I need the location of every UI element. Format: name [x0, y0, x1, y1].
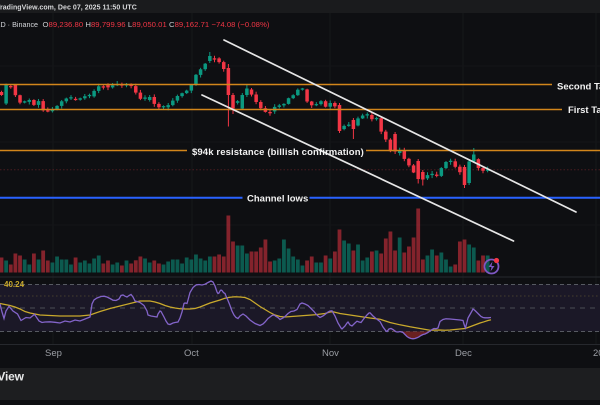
svg-text:First Target: First Target — [568, 105, 600, 116]
svg-text:O89,236.80 H89,799.96 L89,050.: O89,236.80 H89,799.96 L89,050.01 C89,162… — [43, 20, 270, 29]
svg-text:1D · Binance: 1D · Binance — [0, 20, 38, 29]
svg-text:Sep: Sep — [45, 348, 62, 359]
svg-text:Second Target: Second Target — [557, 82, 600, 93]
svg-text:Oct: Oct — [184, 348, 199, 359]
svg-text:Dec: Dec — [455, 348, 472, 359]
svg-text:TradingView: TradingView — [0, 370, 25, 384]
svg-text:TradingView.com, Dec 07, 2025: TradingView.com, Dec 07, 2025 11:50 UTC — [0, 5, 137, 12]
svg-text:$94k resistance (billish confi: $94k resistance (billish confirmation) — [192, 147, 364, 158]
svg-text:2026: 2026 — [593, 348, 600, 359]
svg-text:Nov: Nov — [322, 348, 339, 359]
svg-text:40.24: 40.24 — [4, 280, 25, 289]
svg-text:Channel lows: Channel lows — [247, 194, 308, 205]
